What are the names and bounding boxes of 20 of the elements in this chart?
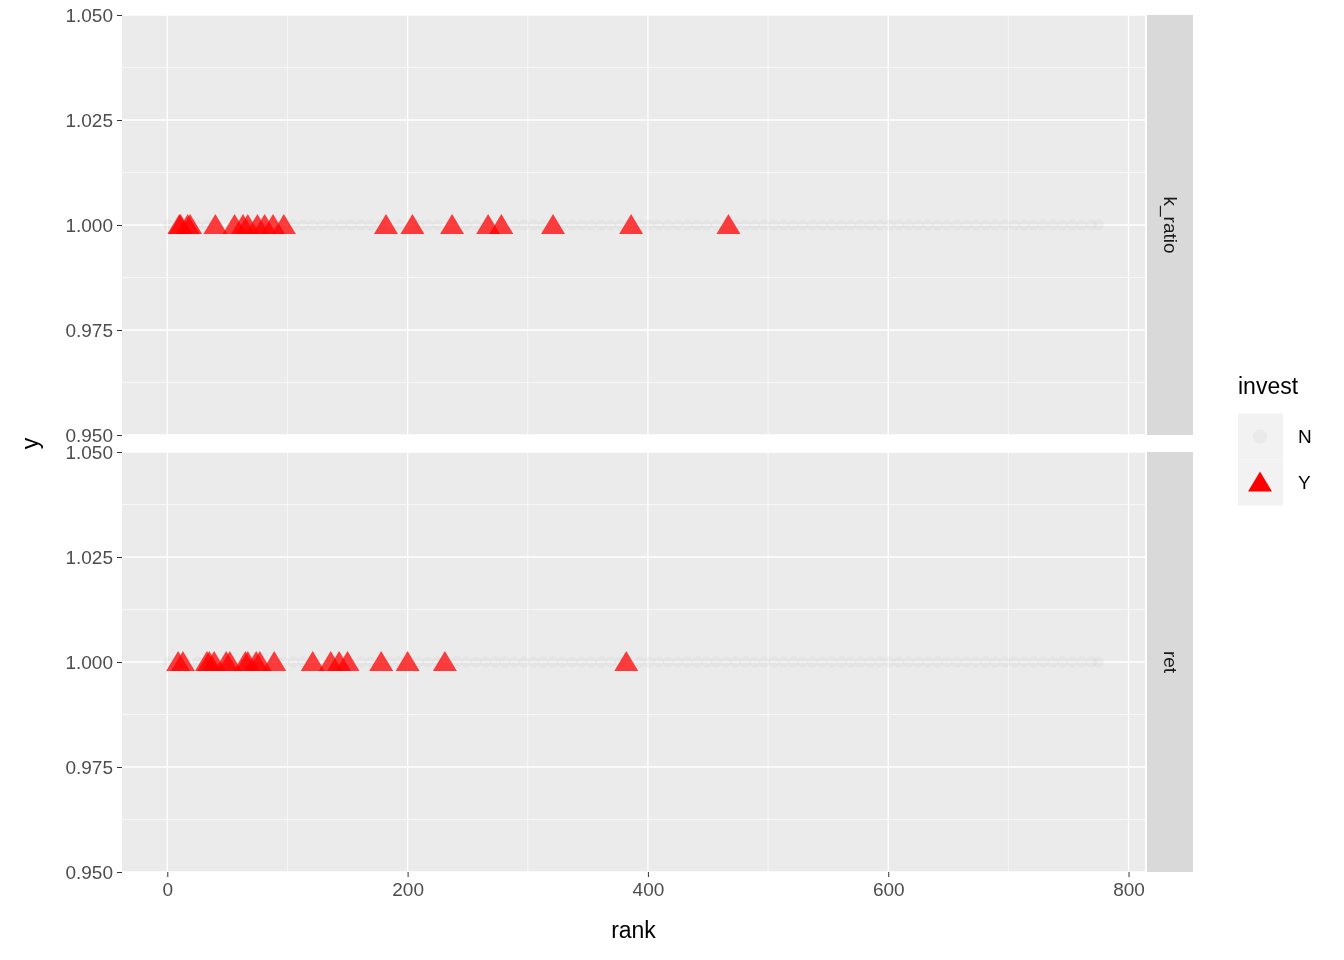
y-tick-label: 0.975 xyxy=(65,756,113,778)
x-tick-label: 600 xyxy=(872,879,905,901)
y-tick-label: 1.025 xyxy=(65,546,113,568)
text: ret xyxy=(1159,650,1181,674)
y-tick-label: 1.000 xyxy=(65,214,113,236)
y-tick-label: 0.975 xyxy=(65,319,113,341)
x-axis-title: rank xyxy=(611,917,657,943)
x-tick-label: 400 xyxy=(632,879,665,901)
legend-title: invest xyxy=(1238,372,1299,399)
y-tick-label: 1.025 xyxy=(65,109,113,131)
x-tick-label: 0 xyxy=(162,879,174,901)
text: k_ratio xyxy=(1158,196,1181,254)
y-tick-label: 1.050 xyxy=(65,4,113,26)
x-tick-label: 200 xyxy=(392,879,424,901)
x-tick-label: 800 xyxy=(1113,879,1145,901)
legend-label: Y xyxy=(1298,472,1311,493)
legend-label: N xyxy=(1298,426,1312,447)
y-tick-label: 0.950 xyxy=(65,861,113,883)
y-tick-label: 1.000 xyxy=(65,651,113,673)
y-axis-title: y xyxy=(17,437,43,450)
